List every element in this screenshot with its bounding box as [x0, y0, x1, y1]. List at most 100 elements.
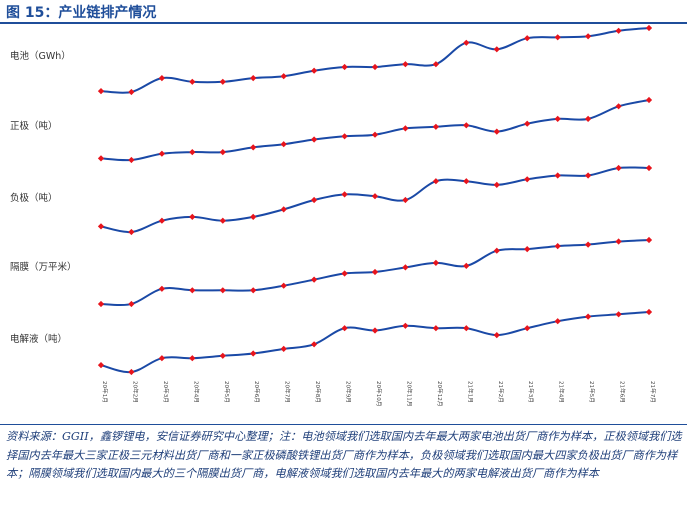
x-tick-label-13: 21年1月: [466, 381, 474, 403]
data-point-s3-15: [524, 176, 531, 183]
data-point-s4-6: [250, 287, 257, 294]
data-point-s2-1: [97, 155, 105, 162]
data-point-s1-7: [280, 73, 287, 80]
data-point-s1-15: [524, 35, 531, 42]
data-point-s1-18: [615, 27, 622, 34]
data-point-s1-11: [402, 61, 409, 68]
series-label-3: 负极（吨）: [10, 192, 58, 204]
data-point-s3-12: [432, 178, 440, 185]
data-point-s2-12: [432, 123, 440, 130]
data-point-s3-4: [189, 213, 196, 221]
data-point-s3-10: [371, 193, 379, 200]
data-point-s5-16: [554, 318, 561, 325]
data-point-s2-10: [371, 131, 379, 138]
data-point-s4-4: [189, 287, 196, 294]
x-tick-label-17: 21年5月: [588, 381, 596, 403]
data-point-s1-8: [310, 67, 318, 74]
data-point-s2-9: [341, 133, 348, 140]
x-tick-label-11: 20年11月: [405, 381, 413, 406]
data-point-s5-1: [97, 361, 105, 369]
data-point-s1-2: [128, 88, 135, 96]
data-point-s4-16: [554, 242, 561, 250]
data-point-s2-11: [402, 125, 409, 132]
x-tick-label-1: 20年1月: [101, 381, 109, 403]
data-point-s1-4: [189, 78, 196, 85]
data-point-s2-19: [645, 96, 653, 104]
data-point-s3-1: [97, 223, 105, 230]
data-point-s4-13: [463, 262, 470, 270]
chart-area: 电池（GWh） 正极（吨） 负极（吨） 隔膜（万平米） 电解液（吨） 20年1月 20年2…: [10, 24, 657, 406]
data-point-s3-7: [280, 206, 287, 213]
data-point-s4-15: [524, 245, 531, 253]
data-point-s2-6: [250, 144, 257, 151]
data-point-s4-18: [615, 238, 622, 245]
series-group: [97, 24, 653, 376]
data-point-s2-2: [128, 156, 135, 164]
series-label-group: 电池（GWh） 正极（吨） 负极（吨） 隔膜（万平米） 电解液（吨）: [10, 50, 77, 345]
data-point-s4-8: [310, 276, 318, 283]
data-point-s2-8: [310, 136, 318, 143]
data-point-s1-13: [463, 39, 470, 46]
data-point-s1-12: [432, 61, 440, 68]
x-tick-label-6: 20年6月: [253, 381, 261, 403]
series-line-3: [100, 166, 650, 234]
source-rule: [0, 424, 687, 425]
data-point-s3-8: [310, 196, 318, 204]
data-point-s5-13: [463, 325, 470, 332]
data-point-s4-14: [493, 247, 500, 254]
data-point-s4-19: [645, 236, 653, 244]
series-line-5: [100, 311, 650, 374]
data-point-s3-13: [463, 178, 470, 185]
data-point-s3-11: [402, 196, 409, 204]
x-tick-label-14: 21年2月: [497, 381, 505, 403]
data-point-s3-2: [128, 228, 135, 236]
data-point-s2-13: [463, 122, 470, 129]
data-point-s4-17: [584, 241, 592, 248]
data-point-s5-3: [158, 355, 166, 362]
x-tick-label-4: 20年4月: [192, 381, 200, 403]
data-point-s3-6: [250, 213, 257, 221]
data-point-s4-12: [432, 259, 440, 267]
data-point-s3-14: [493, 181, 500, 189]
series-label-2: 正极（吨）: [10, 120, 58, 132]
data-point-s2-7: [280, 141, 287, 148]
data-point-s5-19: [645, 308, 653, 316]
data-point-s2-4: [189, 148, 196, 156]
data-point-s1-5: [219, 78, 226, 85]
data-point-s5-12: [432, 325, 440, 332]
data-point-s2-17: [584, 115, 592, 123]
x-tick-label-19: 21年7月: [649, 381, 657, 403]
data-point-s3-16: [554, 172, 561, 179]
x-tick-label-8: 20年8月: [314, 381, 322, 403]
x-tick-label-3: 20年3月: [162, 381, 170, 403]
data-point-s5-10: [371, 327, 379, 334]
data-point-s1-10: [371, 63, 379, 71]
x-tick-label-18: 21年6月: [619, 381, 627, 403]
data-point-s5-6: [250, 350, 257, 357]
data-point-s4-5: [219, 287, 226, 294]
series-line-2: [100, 99, 650, 162]
x-tick-label-7: 20年7月: [284, 381, 292, 403]
x-tick-label-12: 20年12月: [436, 381, 444, 406]
data-point-s5-17: [584, 313, 592, 320]
data-point-s3-19: [645, 164, 653, 172]
x-tick-label-10: 20年10月: [375, 381, 383, 406]
data-point-s5-8: [310, 341, 318, 348]
series-line-1: [100, 27, 650, 94]
data-point-s5-2: [128, 368, 135, 376]
series-label-5: 电解液（吨）: [10, 333, 67, 345]
data-point-s1-3: [158, 74, 166, 82]
data-point-s4-2: [128, 300, 135, 308]
data-point-s4-10: [371, 268, 379, 276]
data-point-s4-1: [97, 300, 105, 308]
data-point-s2-14: [493, 128, 500, 135]
data-point-s5-11: [402, 322, 409, 329]
data-point-s5-14: [493, 331, 500, 339]
data-point-s1-19: [645, 24, 653, 32]
data-point-s1-16: [554, 34, 561, 41]
data-point-s3-18: [615, 164, 622, 172]
data-point-s1-6: [250, 74, 257, 82]
title-rule: [0, 22, 687, 24]
data-point-s3-9: [341, 191, 348, 198]
data-point-s3-3: [158, 217, 166, 224]
